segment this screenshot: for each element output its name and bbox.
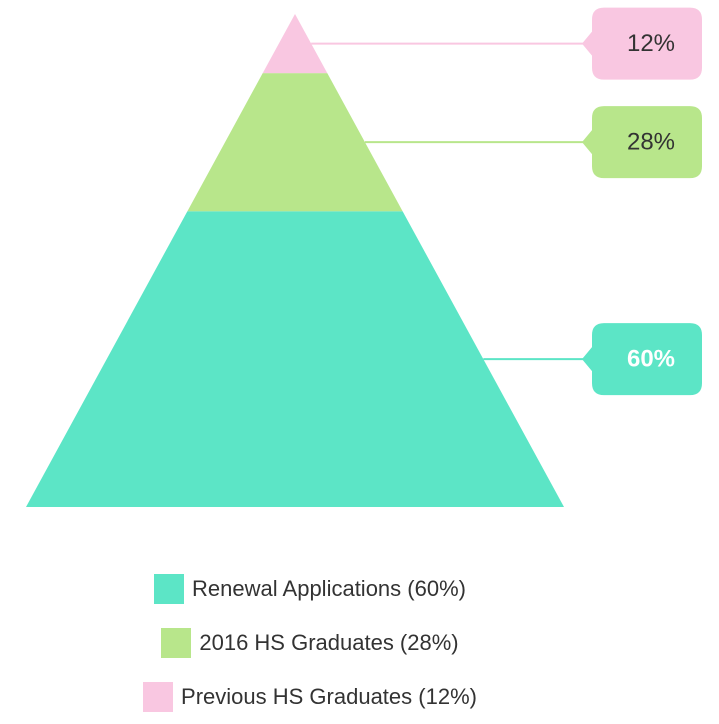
label-box	[582, 106, 702, 179]
pyramid-segment	[26, 211, 564, 507]
legend-item: 2016 HS Graduates (28%)	[0, 616, 620, 670]
legend-swatch	[154, 574, 185, 604]
legend-swatch	[161, 628, 192, 658]
pyramid-segment	[262, 14, 328, 74]
label-box	[582, 7, 702, 80]
data-label: 60%	[627, 345, 675, 372]
legend-item: Renewal Applications (60%)	[0, 562, 620, 616]
label-box	[582, 323, 702, 396]
data-label: 12%	[627, 30, 675, 57]
legend-item: Previous HS Graduates (12%)	[0, 670, 620, 724]
legend-label: 2016 HS Graduates (28%)	[199, 630, 459, 655]
legend-label: Previous HS Graduates (12%)	[181, 684, 477, 709]
legend-swatch	[143, 682, 174, 712]
chart: 60% 28% 12%	[26, 7, 702, 507]
legend: Renewal Applications (60%) 2016 HS Gradua…	[0, 562, 620, 724]
pyramid-segment	[187, 73, 403, 212]
legend-label: Renewal Applications (60%)	[192, 576, 466, 601]
data-label: 28%	[627, 129, 675, 156]
